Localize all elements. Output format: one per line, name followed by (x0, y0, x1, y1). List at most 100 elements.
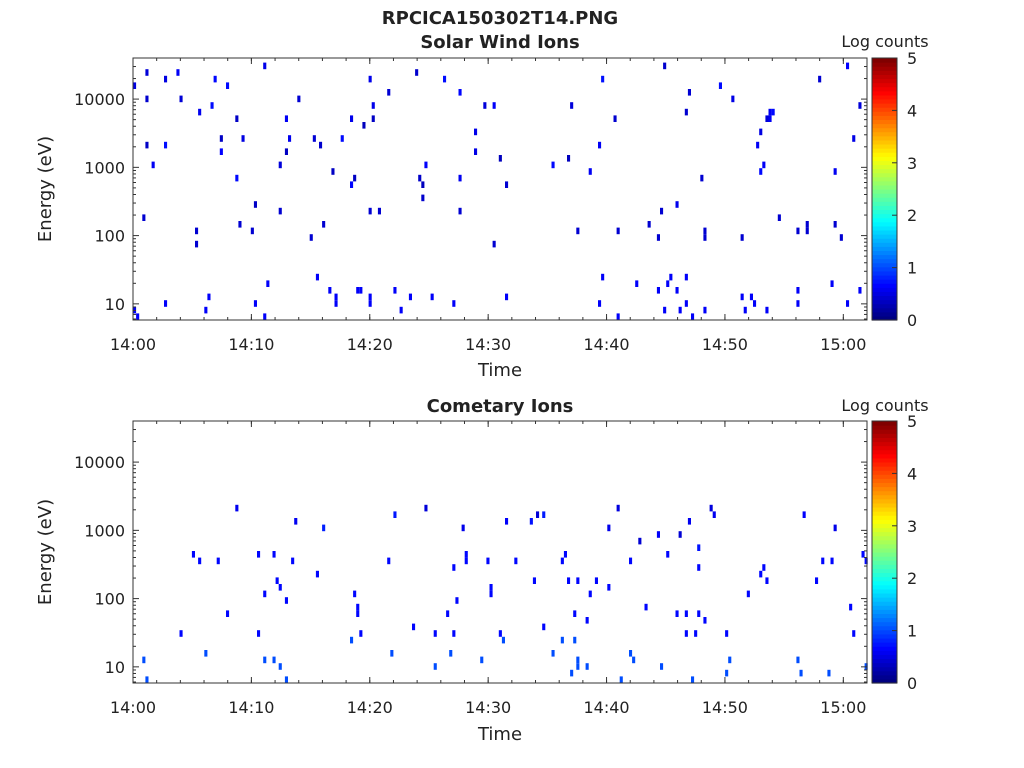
x-tick-label: 14:40 (583, 698, 629, 717)
spectrogram-cell (691, 676, 695, 683)
spectrogram-cell (725, 669, 729, 677)
colorbar-segment (872, 470, 897, 475)
colorbar-segment (872, 111, 897, 116)
spectrogram-cell (703, 306, 707, 314)
spectrogram-cell (675, 201, 679, 208)
spectrogram-cell (334, 300, 338, 307)
colorbar-segment (872, 299, 897, 305)
colorbar-segment (872, 502, 897, 508)
spectrogram-cell (498, 155, 502, 162)
colorbar-segment (872, 201, 897, 206)
colorbar-segment (872, 666, 897, 672)
spectrogram-cell (849, 603, 853, 611)
spectrogram-cell (415, 69, 419, 76)
x-ticks: 14:00 14:10 14:20 14:30 14:40 14:50 15:00 (110, 421, 868, 717)
colorbar-segment (872, 139, 897, 145)
spectrogram-cell (421, 194, 425, 202)
spectrogram-cell (514, 557, 518, 565)
spectrogram-cell (777, 214, 781, 221)
colorbar-segment (872, 637, 897, 643)
spectrogram-cell (486, 557, 490, 565)
spectrogram-cell (198, 108, 202, 116)
spectrogram-cell (275, 577, 279, 584)
spectrogram-cell (164, 75, 168, 83)
colorbar-tick-label: 1 (907, 259, 917, 278)
spectrogram-cell (235, 174, 239, 182)
colorbar-segment (872, 482, 897, 488)
spectrogram-cell (235, 115, 239, 122)
colorbar-segment (872, 519, 897, 524)
colorbar-segment (872, 494, 897, 500)
x-tick-label: 15:00 (820, 698, 866, 717)
spectrogram-cell (759, 168, 763, 175)
colorbar-segment (872, 119, 897, 125)
spectrogram-cell (278, 663, 282, 670)
spectrogram-cell (312, 135, 316, 142)
x-tick-label: 14:20 (347, 335, 393, 354)
spectrogram-cell (489, 590, 493, 598)
x-tick-label: 14:50 (702, 698, 748, 717)
spectrogram-cell (359, 630, 363, 637)
spectrogram-cell (613, 115, 617, 122)
colorbar-segment (872, 437, 897, 443)
spectrogram-cell (746, 590, 750, 598)
spectrogram-cell (284, 676, 288, 683)
x-tick-label: 14:10 (228, 335, 274, 354)
spectrogram-cell (455, 597, 459, 604)
spectrogram-cell (753, 300, 757, 307)
spectrogram-cell (350, 115, 354, 122)
colorbar-segment (872, 621, 897, 627)
colorbar-tick-label: 5 (907, 412, 917, 431)
spectrogram-cell (288, 135, 292, 142)
spectrogram-cell (833, 524, 837, 532)
spectrogram-cell (858, 102, 862, 109)
spectrogram-cell (350, 636, 354, 644)
y-axis-label: Energy (eV) (35, 499, 56, 605)
spectrogram-cell (263, 656, 267, 664)
colorbar-segment (872, 62, 897, 67)
spectrogram-cell (771, 108, 775, 116)
spectrogram-cell (446, 610, 450, 617)
spectrogram-cell (666, 280, 670, 287)
spectrogram-cell (331, 168, 335, 175)
colorbar-segment (872, 193, 897, 198)
spectrogram-cell (740, 293, 744, 301)
spectrogram-cell (207, 293, 211, 301)
colorbar-tick-label: 3 (907, 154, 917, 173)
spectrogram-cell (322, 524, 326, 532)
spectrogram-cell (697, 564, 701, 571)
colorbar-label: Log counts (841, 32, 928, 51)
x-tick-label: 14:10 (228, 698, 274, 717)
colorbar-segment (872, 429, 897, 434)
colorbar-label: Log counts (841, 396, 928, 415)
colorbar-tick-label: 4 (907, 464, 917, 483)
spectrogram-cell (638, 537, 642, 545)
colorbar-segment (872, 254, 897, 260)
spectrogram-cell (703, 227, 707, 235)
spectrogram-cell (687, 89, 691, 96)
spectrogram-cell (759, 128, 763, 136)
spectrogram-cell (278, 161, 282, 169)
spectrogram-cell (291, 557, 295, 565)
spectrogram-cell (718, 82, 722, 89)
spectrogram-cell (136, 313, 140, 320)
spectrogram-cell (805, 227, 809, 235)
spectrogram-cell (309, 234, 313, 241)
spectrogram-cell (263, 313, 267, 320)
spectrogram-cell (433, 630, 437, 637)
spectrogram-cell (452, 564, 456, 571)
colorbar-segment (872, 82, 897, 88)
colorbar-segment (872, 90, 897, 96)
spectrogram-cell (846, 300, 850, 307)
spectrogram-cell (377, 207, 381, 215)
y-axis-label: Energy (eV) (35, 136, 56, 242)
spectrogram-cell (703, 617, 707, 624)
spectrogram-cell (818, 75, 822, 83)
spectrogram-cell (567, 155, 571, 162)
spectrogram-cell (204, 650, 208, 657)
colorbar-frame (871, 420, 898, 684)
spectrogram-cell (350, 181, 354, 188)
colorbar-segment (872, 646, 897, 651)
spectrogram-cell (833, 221, 837, 228)
colorbar-segment (872, 421, 897, 426)
